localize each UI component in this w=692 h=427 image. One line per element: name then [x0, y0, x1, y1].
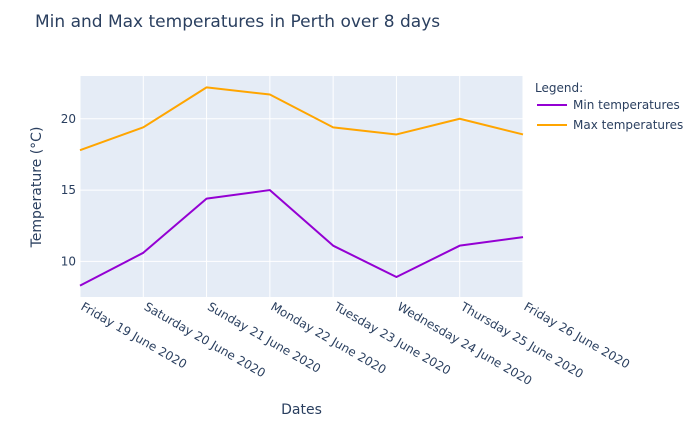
legend-item-label[interactable]: Min temperatures: [573, 98, 680, 112]
chart-title: Min and Max temperatures in Perth over 8…: [35, 12, 440, 32]
series-line-min-temperatures: [79, 189, 524, 287]
x-tick-label: Friday 19 June 2020: [79, 299, 190, 371]
legend[interactable]: Legend: Min temperatures Max temperatures: [535, 81, 683, 132]
x-axis-title: Dates: [281, 402, 322, 418]
x-tick-label: Tuesday 23 June 2020: [331, 299, 453, 378]
y-tick-label: 15: [61, 183, 76, 197]
legend-item-label[interactable]: Max temperatures: [573, 118, 683, 132]
plot-area: [80, 76, 523, 297]
series-layer: [79, 86, 524, 287]
x-tick-label: Sunday 21 June 2020: [205, 299, 323, 375]
series-line-max-temperatures: [79, 86, 524, 152]
y-axis-title: Temperature (°C): [29, 127, 45, 249]
x-tick-label: Monday 22 June 2020: [268, 299, 388, 377]
gridlines: [79, 76, 524, 297]
y-tick-label: 20: [61, 112, 76, 126]
y-tick-label: 10: [61, 254, 76, 268]
x-tick-label: Friday 26 June 2020: [522, 299, 633, 371]
legend-title: Legend:: [535, 81, 583, 95]
y-axis-ticks: 10 15 20: [61, 112, 76, 269]
x-tick-label: Saturday 20 June 2020: [142, 299, 268, 380]
